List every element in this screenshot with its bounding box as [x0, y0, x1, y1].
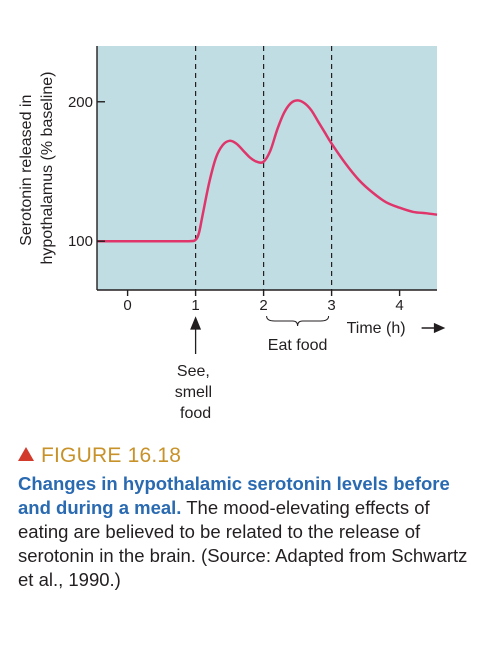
y-tick-label-100: 100	[68, 233, 93, 250]
x-tick-label-3: 3	[327, 297, 335, 314]
smell-line: smell	[175, 384, 212, 401]
plot-background	[97, 46, 437, 290]
x-tick-label-1: 1	[191, 297, 199, 314]
x-tick-label-0: 0	[123, 297, 131, 314]
x-axis-label: Time (h)	[347, 320, 406, 337]
event-lines	[195, 46, 333, 290]
see-smell-food-label: See, smell food	[175, 363, 217, 422]
eat-food-brace	[266, 315, 330, 327]
caption-text: Changes in hypothalamic serotonin levels…	[18, 472, 468, 592]
y-axis-label: Serotonin released in hypothalamus (% ba…	[18, 72, 56, 265]
y-ticks: 100 200	[68, 94, 105, 250]
food-line: food	[180, 405, 211, 422]
figure-number: FIGURE 16.18	[41, 444, 182, 467]
see-smell-arrow	[190, 316, 202, 354]
figure-caption: FIGURE 16.18 Changes in hypothalamic ser…	[18, 444, 468, 592]
caption-body: The mood-elevating effects of eating are…	[18, 497, 468, 590]
eat-food-label: Eat food	[268, 337, 328, 354]
figure-label: FIGURE 16.18	[18, 444, 468, 468]
x-ticks: 0 1 2 3 4	[123, 290, 404, 314]
serotonin-chart: 100 200 0 1 2 3 4 Serotonin released in hypot…	[18, 46, 446, 422]
serotonin-line	[96, 99, 438, 243]
triangle-icon	[18, 447, 34, 461]
y-axis-label-line-1: Serotonin released in	[18, 95, 35, 246]
x-tick-label-4: 4	[395, 297, 403, 314]
y-tick-label-200: 200	[68, 94, 93, 111]
y-axis-label-line-2: hypothalamus (% baseline)	[39, 72, 56, 265]
x-axis-arrow	[421, 322, 446, 334]
caption-title: Changes in hypothalamic serotonin levels…	[18, 473, 450, 518]
see-line: See,	[177, 363, 210, 380]
x-tick-label-2: 2	[259, 297, 267, 314]
